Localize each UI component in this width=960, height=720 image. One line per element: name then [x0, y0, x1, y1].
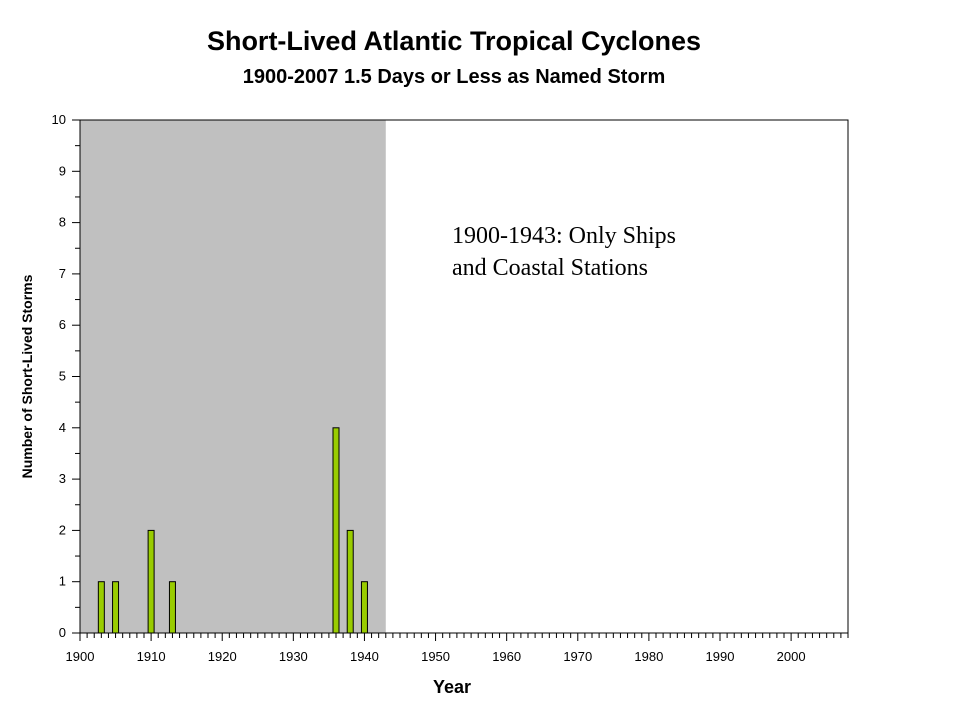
chart-subtitle: 1900-2007 1.5 Days or Less as Named Stor… [242, 66, 666, 88]
y-tick-label: 1 [59, 574, 66, 589]
y-tick-label: 10 [52, 112, 66, 127]
y-tick-label: 6 [59, 317, 66, 332]
shaded-region [80, 120, 386, 633]
bar-1905 [112, 581, 120, 634]
bar-1910 [147, 529, 155, 634]
y-tick-label: 3 [59, 471, 66, 486]
bar-1938 [346, 529, 354, 634]
y-tick-label: 0 [59, 625, 66, 640]
y-tick-label: 8 [59, 215, 66, 230]
x-tick-label: 1930 [279, 649, 308, 664]
x-tick-label: 1950 [421, 649, 450, 664]
x-tick-label: 1980 [634, 649, 663, 664]
y-axis-label: Number of Short-Lived Storms [19, 274, 35, 478]
bar-1940 [360, 581, 368, 634]
chart-title: Short-Lived Atlantic Tropical Cyclones [206, 26, 702, 56]
bar-1936 [332, 427, 340, 634]
x-tick-label: 1990 [706, 649, 735, 664]
x-tick-label: 1900 [66, 649, 95, 664]
bar-1903 [97, 581, 105, 634]
bar-1913 [168, 581, 176, 634]
annotation-text: 1900-1943: Only Ships and Coastal Statio… [452, 223, 677, 281]
y-tick-label: 4 [59, 420, 66, 435]
y-tick-label: 9 [59, 163, 66, 178]
x-tick-label: 1920 [208, 649, 237, 664]
x-tick-label: 1960 [492, 649, 521, 664]
y-tick-label: 7 [59, 266, 66, 281]
y-tick-label: 2 [59, 522, 66, 537]
x-tick-label: 1970 [563, 649, 592, 664]
x-tick-label: 1910 [137, 649, 166, 664]
x-axis-label: Year [433, 677, 471, 697]
x-tick-label: 1940 [350, 649, 379, 664]
y-tick-label: 5 [59, 369, 66, 384]
x-tick-label: 2000 [777, 649, 806, 664]
